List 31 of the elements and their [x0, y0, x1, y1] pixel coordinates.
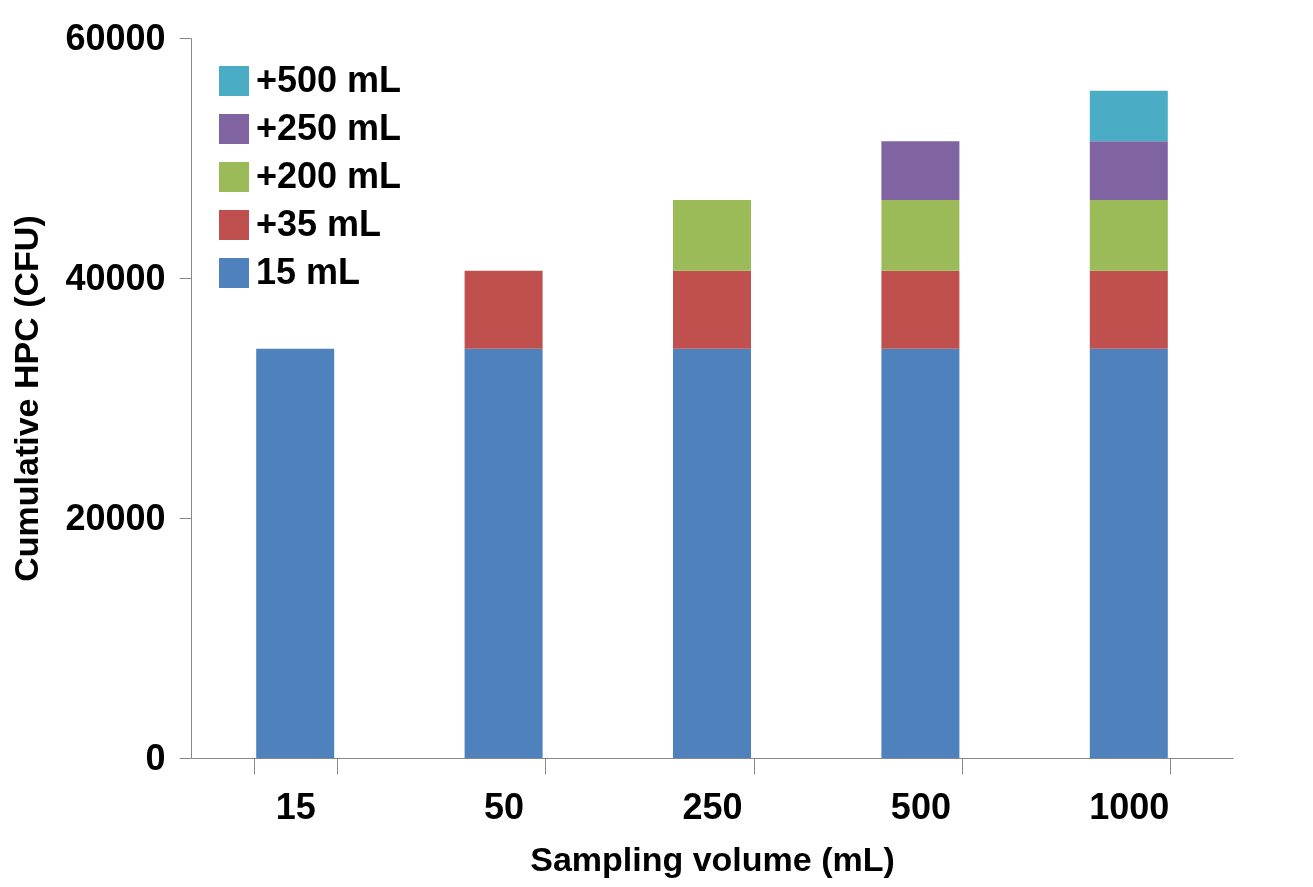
legend-label: +200 mL [256, 155, 402, 196]
bar [881, 348, 960, 758]
y-tick-label: 20000 [65, 496, 166, 538]
x-tick-label: 250 [682, 785, 743, 827]
legend-label: +35 mL [256, 203, 382, 244]
bar [1089, 200, 1168, 271]
y-tick-label: 60000 [65, 16, 166, 58]
bar [1089, 90, 1168, 142]
x-tick-label: 1000 [1089, 785, 1170, 827]
x-axis-title: Sampling volume (mL) [530, 839, 895, 878]
y-tick-label: 0 [145, 736, 166, 778]
bar [673, 270, 751, 349]
bar [464, 270, 543, 349]
bar [881, 141, 960, 200]
bar [673, 200, 751, 271]
bar [1089, 270, 1168, 349]
bar [881, 200, 960, 271]
bar [881, 270, 960, 349]
y-axis-title: Cumulative HPC (CFU) [7, 215, 46, 582]
legend-label: 15 mL [256, 251, 361, 292]
bar [464, 348, 543, 758]
legend-label: +500 mL [256, 59, 402, 100]
y-tick-label: 40000 [65, 256, 166, 298]
bar [673, 348, 751, 758]
bar [256, 348, 335, 758]
bar [1089, 141, 1168, 200]
x-tick-label: 15 [275, 785, 316, 827]
x-tick-label: 500 [890, 785, 951, 827]
legend-label: +250 mL [256, 107, 402, 148]
x-tick-label: 50 [484, 785, 525, 827]
bar [1089, 348, 1168, 758]
